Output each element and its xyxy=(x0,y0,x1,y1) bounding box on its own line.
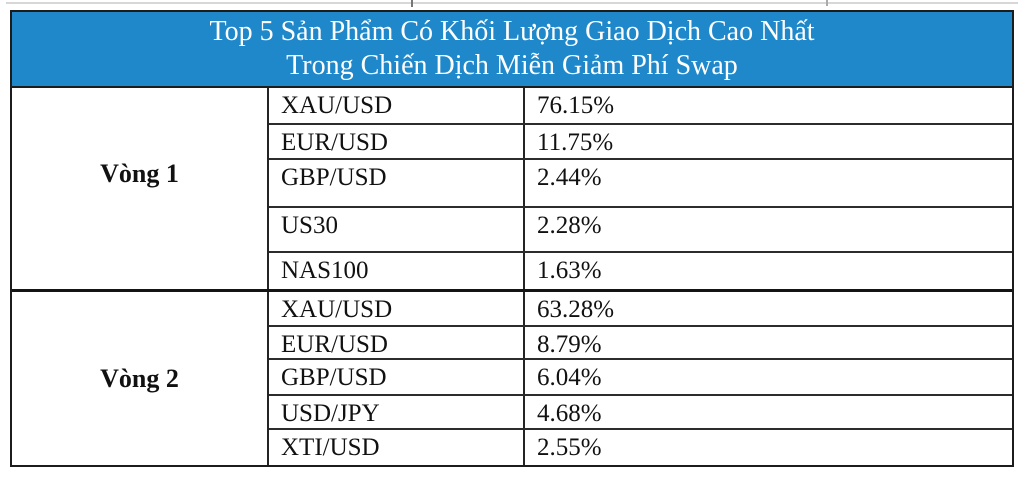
share-cell: 1.63% xyxy=(537,257,602,284)
table-row: XAU/USD 63.28% xyxy=(269,292,1012,327)
table-row: GBP/USD 2.44% xyxy=(269,160,1012,208)
product-cell: EUR/USD xyxy=(269,125,525,158)
table-title-line-2: Trong Chiến Dịch Miễn Giảm Phí Swap xyxy=(286,50,738,81)
product-cell: GBP/USD xyxy=(269,160,525,206)
swap-campaign-table: Top 5 Sản Phẩm Có Khối Lượng Giao Dịch C… xyxy=(10,10,1014,467)
product-cell: EUR/USD xyxy=(269,327,525,358)
table-title-line-1: Top 5 Sản Phẩm Có Khối Lượng Giao Dịch C… xyxy=(209,16,815,47)
section-round-2: Vòng 2 XAU/USD 63.28% EUR/USD 8.79% GBP/… xyxy=(12,289,1012,465)
round-1-rows: XAU/USD 76.15% EUR/USD 11.75% GBP/USD 2.… xyxy=(269,88,1012,289)
table-row: US30 2.28% xyxy=(269,208,1012,253)
cropped-content-remnant-line xyxy=(6,2,1018,4)
cropped-content-remnant-tick xyxy=(826,0,828,6)
share-cell: 76.15% xyxy=(537,92,615,119)
round-1-label-cell: Vòng 1 xyxy=(12,88,269,289)
table-row: NAS100 1.63% xyxy=(269,253,1012,289)
product-cell: XAU/USD xyxy=(269,292,525,325)
table-row: GBP/USD 6.04% xyxy=(269,360,1012,396)
table-row: XTI/USD 2.55% xyxy=(269,430,1012,465)
share-cell: 63.28% xyxy=(537,296,615,323)
product-cell: USD/JPY xyxy=(269,396,525,428)
table-row: XAU/USD 76.15% xyxy=(269,88,1012,125)
cropped-content-remnant-tick xyxy=(411,0,413,7)
section-round-1: Vòng 1 XAU/USD 76.15% EUR/USD 11.75% GBP… xyxy=(12,88,1012,289)
round-label: Vòng 2 xyxy=(100,363,179,393)
share-cell: 2.28% xyxy=(537,212,602,239)
share-cell: 6.04% xyxy=(537,364,602,391)
round-2-label-cell: Vòng 2 xyxy=(12,292,269,465)
product-cell: GBP/USD xyxy=(269,360,525,394)
share-cell: 11.75% xyxy=(537,129,614,156)
share-cell: 2.55% xyxy=(537,434,602,461)
round-2-rows: XAU/USD 63.28% EUR/USD 8.79% GBP/USD 6.0… xyxy=(269,292,1012,465)
product-cell: XAU/USD xyxy=(269,88,525,123)
table-row: USD/JPY 4.68% xyxy=(269,396,1012,430)
share-cell: 8.79% xyxy=(537,331,602,358)
share-cell: 4.68% xyxy=(537,400,602,427)
product-cell: NAS100 xyxy=(269,253,525,289)
table-row: EUR/USD 8.79% xyxy=(269,327,1012,360)
table-title: Top 5 Sản Phẩm Có Khối Lượng Giao Dịch C… xyxy=(12,12,1012,88)
product-cell: XTI/USD xyxy=(269,430,525,465)
share-cell: 2.44% xyxy=(537,164,602,191)
table-row: EUR/USD 11.75% xyxy=(269,125,1012,160)
round-label: Vòng 1 xyxy=(100,158,179,188)
product-cell: US30 xyxy=(269,208,525,251)
